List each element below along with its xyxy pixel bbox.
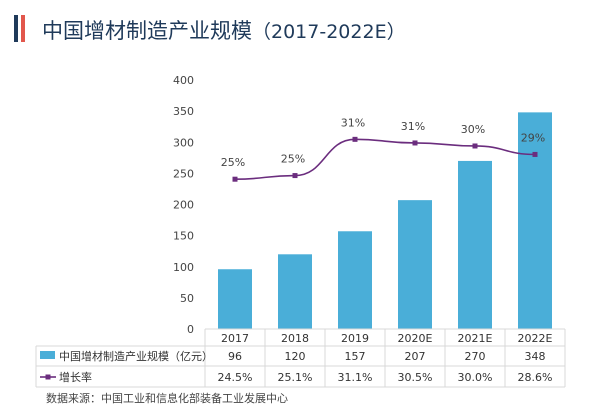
x-tick-label: 2022E [518,332,553,345]
y-tick-label: 50 [180,292,194,305]
table-cell-bar: 96 [228,350,242,363]
table-cell-line: 30.5% [398,371,433,384]
legend-label-line: 增长率 [59,370,92,384]
y-tick-label: 250 [173,167,194,180]
header: 中国增材制造产业规模 （2017-2022E） [14,15,406,43]
bar-2019 [338,231,372,329]
page-subtitle: （2017-2022E） [252,21,406,43]
x-tick-label: 2019 [341,332,369,345]
table-cell-bar: 120 [285,350,306,363]
bar-2018 [278,254,312,329]
table-cell-line: 28.6% [518,371,553,384]
growth-label-2017: 25% [221,156,245,169]
growth-point-2021E [472,143,478,149]
table-cell-line: 30.0% [458,371,493,384]
growth-point-2017 [232,176,238,182]
table-cell-line: 31.1% [338,371,373,384]
table-cell-line: 24.5% [218,371,253,384]
table-cell-bar: 207 [405,350,426,363]
growth-label-2022E: 29% [521,131,545,144]
growth-point-2018 [292,173,298,179]
line-series: 25% 25% 31% 31% 30% 29% [221,116,545,182]
bar-2021E [458,160,492,329]
legend-label-bar: 中国增材制造产业规模（亿元） [59,349,213,363]
table-cell-bar: 270 [465,350,486,363]
bar-series [218,112,552,330]
bar-2017 [218,269,252,329]
data-table: 2017 2018 2019 2020E 2021E 2022E 中国增材制造产业规模（亿元… [35,328,566,388]
page-title: 中国增材制造产业规模 [42,19,252,43]
y-axis: 0 50 100 150 200 250 300 350 400 [173,74,194,336]
growth-point-2022E [532,151,538,157]
growth-label-2021E: 30% [461,123,485,136]
bar-2020E [398,200,432,329]
y-tick-label: 0 [187,323,194,336]
growth-label-2019: 31% [341,116,365,129]
x-tick-label: 2020E [398,332,433,345]
x-tick-label: 2021E [458,332,493,345]
y-tick-label: 400 [173,74,194,87]
x-tick-label: 2018 [281,332,309,345]
growth-point-2020E [412,140,418,146]
source-note: 数据来源：中国工业和信息化部装备工业发展中心 [46,391,288,405]
y-tick-label: 300 [173,136,194,149]
y-tick-label: 150 [173,230,194,243]
y-tick-label: 100 [173,261,194,274]
x-tick-label: 2017 [221,332,249,345]
growth-label-2020E: 31% [401,120,425,133]
growth-point-2019 [352,136,358,142]
table-cell-bar: 157 [345,350,366,363]
y-tick-label: 350 [173,105,194,118]
legend-swatch-line-marker [45,374,51,380]
accent-bar-dark [14,15,18,42]
growth-label-2018: 25% [281,153,305,166]
legend-swatch-bar [40,351,55,359]
bar-2022E [518,112,552,330]
accent-bar-red [21,15,25,42]
y-tick-label: 200 [173,199,194,212]
table-cell-bar: 348 [525,350,546,363]
table-cell-line: 25.1% [278,371,313,384]
